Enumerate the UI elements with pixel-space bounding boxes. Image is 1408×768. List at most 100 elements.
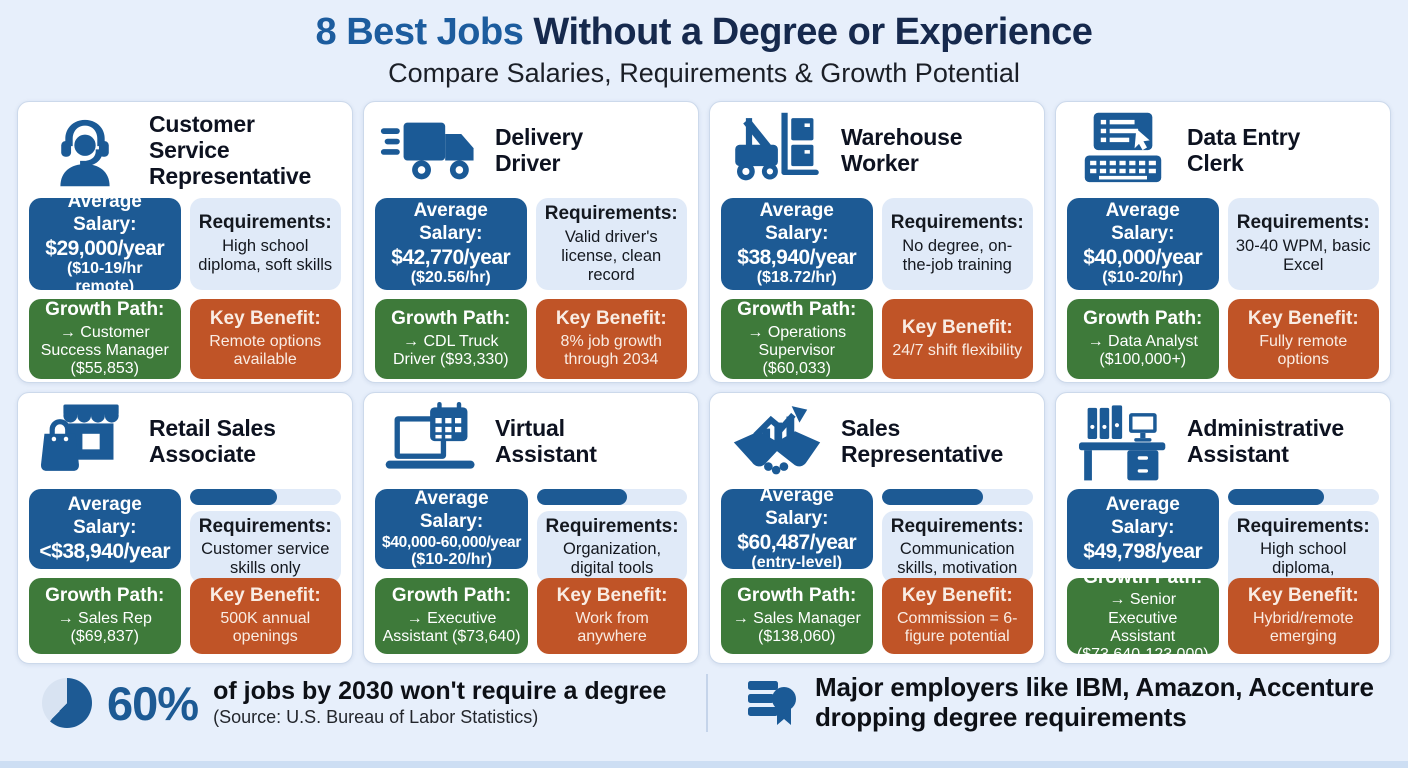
headset-agent-icon bbox=[29, 110, 141, 192]
card-header: Administrative Assistant bbox=[1067, 399, 1379, 485]
growth-box: Growth Path: → Senior Executive Assistan… bbox=[1067, 567, 1219, 663]
progress-pill-fill bbox=[881, 488, 983, 505]
benefit-box: Key Benefit: 24/7 shift flexibility bbox=[881, 298, 1033, 379]
card-header: Customer Service Representative bbox=[29, 108, 341, 194]
benefit-label: Key Benefit: bbox=[1247, 584, 1359, 606]
progress-pill-fill bbox=[537, 488, 628, 505]
salary-label: Average Salary: bbox=[67, 494, 142, 539]
handshake-chart-icon bbox=[721, 401, 833, 483]
salary-value: $42,770/year bbox=[391, 245, 511, 269]
salary-label: Average Salary: bbox=[413, 200, 488, 244]
salary-label: Average Salary: bbox=[759, 200, 834, 244]
card-boxes: Average Salary: <$38,940/year Requiremen… bbox=[29, 488, 341, 654]
job-title: Data Entry Clerk bbox=[1187, 123, 1301, 176]
benefit-box: Key Benefit: 8% job growth through 2034 bbox=[535, 298, 687, 379]
benefit-text: 500K annual openings bbox=[220, 609, 311, 646]
card-header: Warehouse Worker bbox=[721, 108, 1033, 194]
growth-label: Growth Path: bbox=[45, 584, 165, 606]
salary-label: Average Salary: bbox=[759, 485, 834, 529]
job-card-data-entry-clerk: Data Entry Clerk Average Salary: $40,000… bbox=[1055, 100, 1391, 383]
page-title-rest: Without a Degree or Experience bbox=[523, 11, 1093, 53]
salary-value: $38,940/year bbox=[737, 245, 857, 269]
salary-value: $60,487/year bbox=[737, 530, 857, 554]
stat-text: of jobs by 2030 won't require a degree bbox=[213, 676, 667, 705]
bottom-strip bbox=[0, 761, 1408, 768]
stat-source: (Source: U.S. Bureau of Labor Statistics… bbox=[213, 707, 539, 728]
growth-box: Growth Path: → Customer Success Manager … bbox=[29, 298, 181, 379]
job-title: Delivery Driver bbox=[495, 123, 583, 176]
requirements-text: Organization, digital tools bbox=[562, 540, 662, 578]
footer-divider bbox=[706, 674, 708, 733]
job-card-sales-representative: Sales Representative Average Salary: $60… bbox=[709, 391, 1045, 664]
growth-box: Growth Path: → Data Analyst ($100,000+) bbox=[1067, 298, 1219, 379]
card-row-2: Retail Sales Associate Average Salary: <… bbox=[17, 391, 1391, 664]
storefront-bag-icon bbox=[29, 401, 141, 483]
page-subtitle: Compare Salaries, Requirements & Growth … bbox=[388, 57, 1020, 88]
requirements-text: 30-40 WPM, basic Excel bbox=[1235, 237, 1371, 275]
requirements-label: Requirements: bbox=[198, 515, 332, 537]
growth-text: → CDL Truck Driver ($93,330) bbox=[392, 332, 509, 369]
salary-value: $40,000-60,000/year bbox=[382, 533, 522, 551]
benefit-text: Fully remote options bbox=[1259, 332, 1348, 369]
card-boxes: Average Salary: $49,798/year Requirement… bbox=[1067, 488, 1379, 663]
requirements-text: Communication skills, motivation bbox=[897, 540, 1018, 578]
salary-sub: ($10-20/hr) bbox=[411, 550, 493, 568]
salary-box: Average Salary: $29,000/year ($10-19/hr … bbox=[29, 191, 181, 295]
requirements-cell: Requirements: High school diploma, organ… bbox=[1227, 488, 1379, 603]
card-boxes: Average Salary: $42,770/year ($20.56/hr)… bbox=[375, 197, 687, 379]
benefit-label: Key Benefit: bbox=[1247, 307, 1359, 329]
salary-sub: ($10-19/hr remote) bbox=[66, 259, 143, 296]
growth-label: Growth Path: bbox=[1083, 307, 1203, 329]
cards-area: Customer Service Representative Average … bbox=[0, 89, 1408, 664]
stat-text-block: of jobs by 2030 won't require a degree (… bbox=[213, 676, 667, 729]
growth-text: → Sales Rep ($69,837) bbox=[57, 609, 152, 646]
requirements-label: Requirements: bbox=[1236, 212, 1370, 234]
growth-text: → Executive Assistant ($73,640) bbox=[382, 609, 521, 646]
salary-label: Average Salary: bbox=[1105, 494, 1180, 539]
job-card-warehouse-worker: Warehouse Worker Average Salary: $38,940… bbox=[709, 100, 1045, 383]
requirements-cell: Requirements: Communication skills, moti… bbox=[881, 488, 1033, 584]
growth-label: Growth Path: bbox=[737, 298, 857, 320]
salary-sub: ($20.56/hr) bbox=[410, 268, 491, 286]
requirements-label: Requirements: bbox=[545, 515, 679, 537]
progress-pill bbox=[1227, 488, 1379, 505]
requirements-label: Requirements: bbox=[890, 212, 1024, 234]
requirements-box: Requirements: Customer service skills on… bbox=[189, 510, 341, 584]
benefit-text: 8% job growth through 2034 bbox=[560, 332, 662, 369]
requirements-cell: Requirements: Customer service skills on… bbox=[189, 488, 341, 584]
certificate-badge-icon bbox=[744, 673, 800, 734]
card-boxes: Average Salary: $40,000/year ($10-20/hr)… bbox=[1067, 197, 1379, 379]
page-title-highlight: 8 Best Jobs bbox=[315, 11, 524, 53]
job-card-administrative-assistant: Administrative Assistant Average Salary:… bbox=[1055, 391, 1391, 664]
card-header: Retail Sales Associate bbox=[29, 399, 341, 485]
benefit-label: Key Benefit: bbox=[556, 584, 668, 606]
job-title: Retail Sales Associate bbox=[149, 414, 276, 467]
growth-text: → Operations Supervisor ($60,033) bbox=[747, 323, 847, 378]
salary-value: $49,798/year bbox=[1083, 539, 1203, 563]
benefit-box: Key Benefit: Commission = 6-figure poten… bbox=[881, 577, 1033, 654]
benefit-label: Key Benefit: bbox=[555, 307, 667, 329]
footer-stat-left: 60% of jobs by 2030 won't require a degr… bbox=[0, 676, 706, 731]
growth-box: Growth Path: → Sales Rep ($69,837) bbox=[29, 577, 181, 654]
card-header: Delivery Driver bbox=[375, 108, 687, 194]
job-title: Sales Representative bbox=[841, 414, 1004, 467]
card-row-1: Customer Service Representative Average … bbox=[17, 100, 1391, 383]
salary-value: $29,000/year bbox=[45, 236, 165, 260]
salary-sub: ($18.72/hr) bbox=[756, 268, 837, 286]
requirements-box: Requirements: High school diploma, soft … bbox=[189, 197, 341, 290]
growth-label: Growth Path: bbox=[391, 584, 512, 606]
desk-binders-icon bbox=[1067, 401, 1179, 483]
growth-label: Growth Path: bbox=[45, 298, 165, 320]
job-title: Virtual Assistant bbox=[495, 414, 597, 467]
requirements-box: Requirements: Organization, digital tool… bbox=[537, 510, 687, 584]
salary-value: <$38,940/year bbox=[39, 539, 171, 563]
growth-box: Growth Path: → Sales Manager ($138,060) bbox=[721, 577, 873, 654]
benefit-box: Key Benefit: Work from anywhere bbox=[537, 577, 687, 654]
salary-box: Average Salary: $38,940/year ($18.72/hr) bbox=[721, 197, 873, 290]
growth-text: → Sales Manager ($138,060) bbox=[732, 609, 861, 646]
benefit-box: Key Benefit: Fully remote options bbox=[1227, 298, 1379, 379]
card-boxes: Average Salary: $38,940/year ($18.72/hr)… bbox=[721, 197, 1033, 379]
job-card-retail-sales: Retail Sales Associate Average Salary: <… bbox=[17, 391, 353, 664]
requirements-box: Requirements: Communication skills, moti… bbox=[881, 510, 1033, 584]
salary-value: $40,000/year bbox=[1083, 245, 1203, 269]
